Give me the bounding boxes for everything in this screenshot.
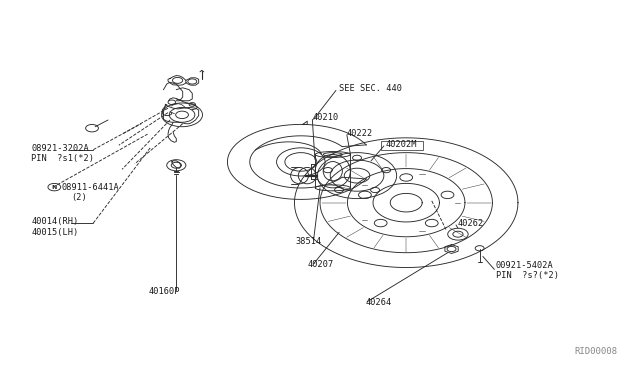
- Text: 08911-6441A: 08911-6441A: [61, 183, 119, 192]
- Text: PIN  ?s1(*2): PIN ?s1(*2): [31, 154, 94, 163]
- Text: RID00008: RID00008: [574, 347, 617, 356]
- Text: 40160P: 40160P: [148, 287, 180, 296]
- Text: 08921-3202A: 08921-3202A: [31, 144, 89, 153]
- Text: (2): (2): [71, 193, 86, 202]
- Text: SEE SEC. 440: SEE SEC. 440: [339, 84, 402, 93]
- Text: 40222: 40222: [347, 129, 373, 138]
- Text: 40264: 40264: [366, 298, 392, 307]
- Text: N: N: [52, 185, 57, 190]
- Text: 40207: 40207: [307, 260, 333, 269]
- Text: 38514: 38514: [296, 237, 322, 246]
- Text: 40015(LH): 40015(LH): [31, 228, 79, 237]
- Text: 40014(RH): 40014(RH): [31, 218, 79, 227]
- Text: PIN  ?s?(*2): PIN ?s?(*2): [495, 271, 559, 280]
- Text: 40262: 40262: [458, 219, 484, 228]
- Text: 40210: 40210: [312, 113, 339, 122]
- Text: 00921-5402A: 00921-5402A: [495, 261, 554, 270]
- Text: 40202M: 40202M: [385, 140, 417, 149]
